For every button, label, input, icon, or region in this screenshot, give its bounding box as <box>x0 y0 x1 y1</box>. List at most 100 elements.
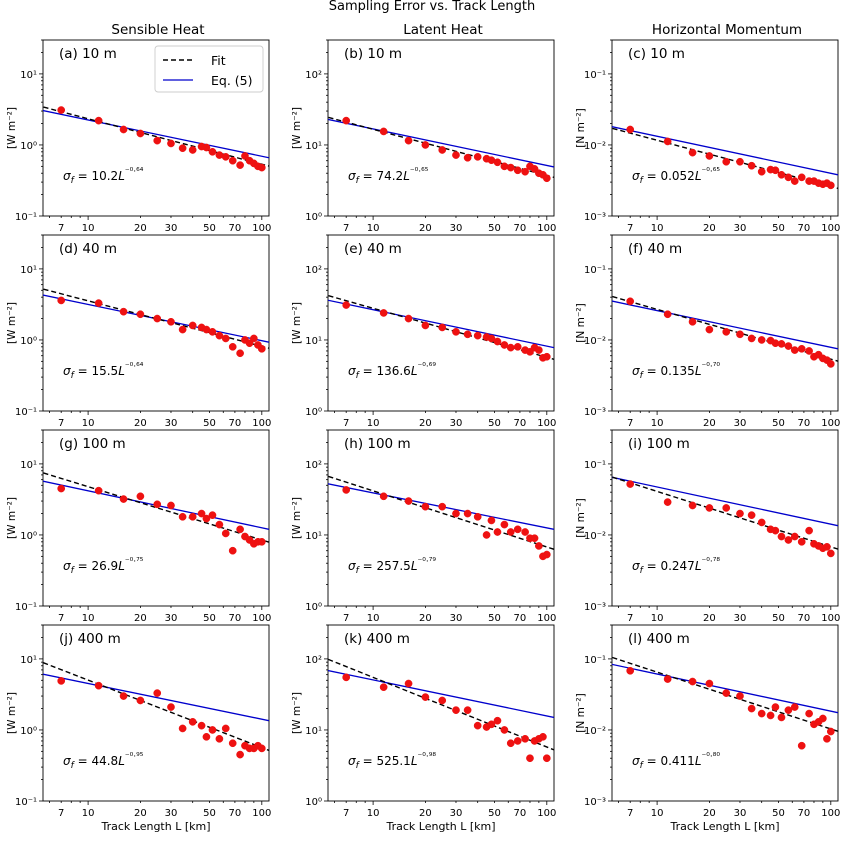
y-tick-label: 10⁻² <box>584 336 606 347</box>
y-axis-label: [W m⁻²] <box>291 302 303 344</box>
data-point <box>236 349 244 358</box>
fit-formula: σf = 525.1L⁻⁰·⁹⁸ <box>348 752 436 771</box>
data-point <box>771 526 780 535</box>
data-point <box>473 331 482 340</box>
data-point <box>626 125 635 134</box>
data-point <box>777 170 786 179</box>
x-tick-label: 70 <box>514 223 527 234</box>
fit-line <box>43 472 269 543</box>
y-tick-label: 10⁻³ <box>584 797 606 808</box>
data-point <box>404 136 413 145</box>
x-tick-label: 30 <box>450 613 463 624</box>
data-point <box>208 511 217 519</box>
data-point <box>136 696 145 705</box>
data-point <box>257 163 266 172</box>
panel-f: 10⁻³ 10⁻² 10⁻¹ 7 10 20 30 50 70 100 [N m⁻²] (f) 40 … <box>575 234 840 429</box>
x-tick-label: 50 <box>772 418 785 429</box>
data-point <box>542 754 551 763</box>
y-axis-label: [W m⁻²] <box>6 107 18 149</box>
data-point <box>208 147 217 156</box>
data-point <box>823 734 831 743</box>
fit-line <box>328 475 554 550</box>
x-tick-label: 30 <box>165 418 178 429</box>
data-point <box>487 516 496 525</box>
x-tick-label: 30 <box>165 808 178 819</box>
y-axis-label: [W m⁻²] <box>291 692 303 734</box>
x-axis-label: Track Length L [km] <box>385 820 495 833</box>
x-tick-label: 70 <box>514 808 527 819</box>
data-point <box>463 153 472 162</box>
panel-frame <box>611 624 839 802</box>
eq5-line <box>328 299 554 349</box>
x-tick-label: 70 <box>229 613 242 624</box>
x-tick-label: 10 <box>367 808 380 819</box>
y-tick-label: 10⁰ <box>305 212 322 223</box>
x-tick-label: 30 <box>165 223 178 234</box>
panel-a: 10⁻¹ 10⁰ 10¹ 7 10 20 30 50 70 100 [W m⁻²] (a) 10 m σ… <box>6 39 271 234</box>
panel-plot-area <box>43 661 269 759</box>
data-point <box>663 137 672 146</box>
panel-frame <box>611 39 839 217</box>
fit-line <box>43 288 269 349</box>
data-point <box>153 136 162 145</box>
y-tick-label: 10⁻¹ <box>15 602 37 613</box>
x-tick-label: 100 <box>252 613 271 624</box>
data-point <box>94 299 103 307</box>
panel-plot-area <box>328 475 554 561</box>
panel-label: (b) 10 m <box>344 46 402 62</box>
data-point <box>202 732 211 741</box>
panel-plot-area <box>612 295 838 368</box>
x-tick-label: 7 <box>343 418 349 429</box>
data-point <box>236 525 244 534</box>
data-point <box>521 528 529 536</box>
data-point <box>757 336 766 344</box>
x-tick-label: 10 <box>651 223 664 234</box>
y-tick-label: 10¹ <box>305 531 322 542</box>
data-point <box>513 525 522 534</box>
data-point <box>221 529 230 538</box>
data-point <box>119 692 128 700</box>
x-axis-label: Track Length L [km] <box>669 820 779 833</box>
panel-label: (h) 100 m <box>344 436 411 452</box>
data-point <box>530 534 539 543</box>
y-tick-label: 10⁻¹ <box>15 407 37 418</box>
column-title-horizontal-momentum: Horizontal Momentum <box>651 22 803 38</box>
x-tick-label: 7 <box>627 223 633 234</box>
data-point <box>757 167 766 176</box>
y-tick-label: 10¹ <box>20 655 37 666</box>
panel-frame <box>327 624 555 802</box>
data-point <box>688 501 697 510</box>
data-point <box>438 323 447 332</box>
x-tick-label: 30 <box>165 613 178 624</box>
x-tick-label: 50 <box>203 808 216 819</box>
data-point <box>473 153 482 161</box>
data-point <box>777 532 786 541</box>
fit-formula: σf = 26.9L⁻⁰·⁷⁵ <box>63 557 144 576</box>
fit-line <box>43 106 269 167</box>
y-tick-label: 10⁰ <box>20 531 37 542</box>
legend-fit-label: Fit <box>211 53 226 68</box>
data-point <box>119 495 128 503</box>
panel-label: (c) 10 m <box>628 46 685 62</box>
x-tick-label: 7 <box>627 808 633 819</box>
data-point <box>784 342 793 350</box>
legend: Fit Eq. (5) <box>154 45 264 93</box>
y-tick-label: 10⁻³ <box>584 212 606 223</box>
data-point <box>736 692 744 700</box>
x-tick-label: 70 <box>798 613 811 624</box>
y-tick-label: 10⁻¹ <box>584 655 606 666</box>
data-point <box>57 106 66 114</box>
data-point <box>452 328 460 336</box>
y-tick-label: 10¹ <box>20 460 37 471</box>
data-point <box>790 346 799 354</box>
y-tick-label: 10⁰ <box>305 602 322 613</box>
panel-d: 10⁻¹ 10⁰ 10¹ 7 10 20 30 50 70 100 [W m⁻²] (d) 40 m σ… <box>6 234 271 429</box>
data-point <box>236 161 244 169</box>
y-tick-label: 10⁻³ <box>584 407 606 418</box>
panel-e: 10⁰ 10¹ 10² 7 10 20 30 50 70 100 [W m⁻²] (e) 40 m σf… <box>291 234 556 429</box>
panel-l: 10⁻³ 10⁻² 10⁻¹ 7 10 20 30 50 70 100 [N m⁻²] Track L… <box>575 624 840 833</box>
eq5-line <box>612 126 838 176</box>
x-tick-label: 30 <box>450 808 463 819</box>
x-tick-label: 20 <box>703 223 716 234</box>
data-point <box>94 116 103 125</box>
